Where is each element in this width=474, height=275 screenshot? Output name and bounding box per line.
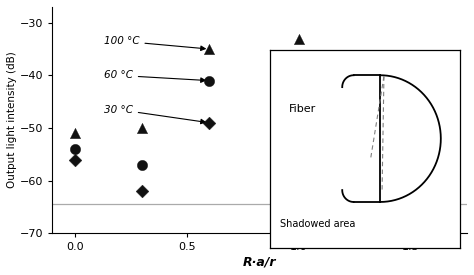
Point: [295, 36, 303, 41]
Text: Shadowed area: Shadowed area: [280, 219, 355, 229]
Point: [205, 78, 213, 83]
Point: [407, 126, 415, 130]
Point: [71, 157, 79, 162]
Text: 30 °C: 30 °C: [104, 104, 205, 124]
Point: [138, 163, 146, 167]
Text: 100 °C: 100 °C: [104, 36, 205, 51]
Text: 60 °C: 60 °C: [104, 70, 205, 82]
Point: [138, 189, 146, 193]
Point: [138, 126, 146, 130]
Point: [71, 147, 79, 151]
Text: Fiber: Fiber: [289, 104, 316, 114]
X-axis label: R·a/r: R·a/r: [243, 255, 276, 268]
Point: [205, 120, 213, 125]
Point: [295, 73, 303, 78]
Y-axis label: Output light intensity (dB): Output light intensity (dB): [7, 52, 17, 188]
Point: [362, 94, 370, 99]
Point: [407, 110, 415, 114]
Point: [205, 47, 213, 51]
Point: [71, 131, 79, 136]
Point: [362, 73, 370, 78]
Point: [407, 163, 415, 167]
Point: [362, 126, 370, 130]
Point: [295, 105, 303, 109]
